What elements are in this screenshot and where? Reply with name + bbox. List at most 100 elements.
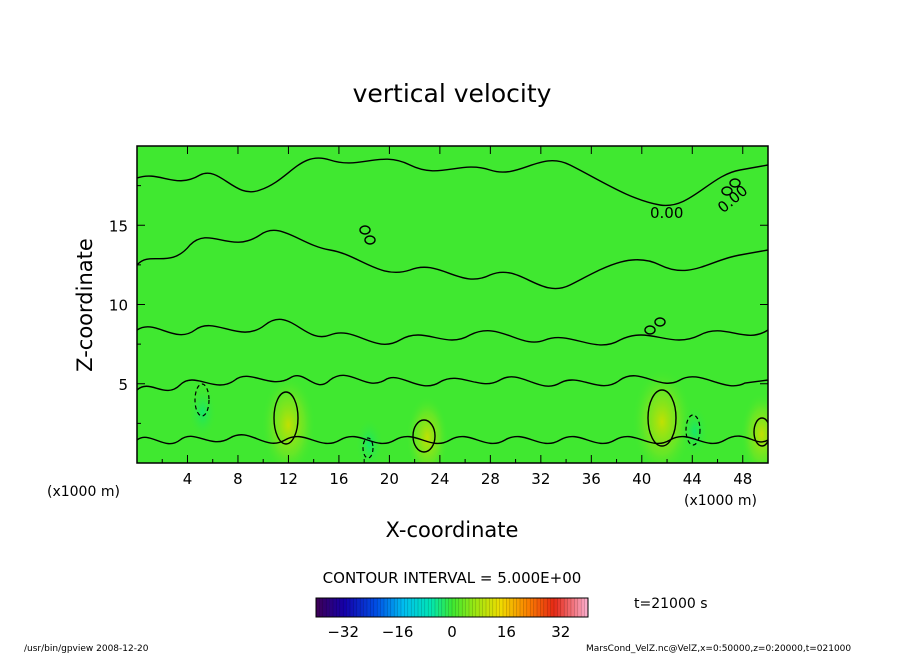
y-tick-label-15: 15: [109, 217, 128, 235]
x-unit-left: (x1000 m): [47, 484, 120, 500]
colorbar-swatch: [465, 598, 470, 617]
downdraft-cell-1: [355, 417, 384, 463]
colorbar-swatch: [482, 598, 487, 617]
colorbar-swatch: [356, 598, 361, 617]
colorbar-swatch: [343, 598, 347, 617]
colorbar-swatch: [533, 598, 538, 617]
colorbar-swatch: [418, 598, 422, 617]
colorbar-swatch: [475, 598, 480, 617]
colorbar-swatch: [329, 598, 334, 617]
colorbar-swatch: [560, 598, 565, 617]
colorbar-swatch: [520, 598, 524, 617]
x-tick-label-24: 24: [430, 470, 449, 488]
x-tick-label-48: 48: [733, 470, 752, 488]
colorbar-swatch: [346, 598, 351, 617]
colorbar-label-2: 0: [447, 623, 457, 641]
x-tick-label-40: 40: [632, 470, 651, 488]
footer-left: /usr/bin/gpview 2008-12-20: [24, 644, 149, 654]
colorbar-swatch: [577, 598, 582, 617]
colorbar-swatch: [452, 598, 456, 617]
colorbar-swatch: [554, 598, 558, 617]
colorbar-swatch: [428, 598, 432, 617]
colorbar-swatch: [431, 598, 436, 617]
colorbar-swatch: [353, 598, 358, 617]
x-unit-right: (x1000 m): [684, 493, 757, 509]
colorbar-swatch: [557, 598, 562, 617]
colorbar-swatch: [530, 598, 534, 617]
x-tick-label-36: 36: [582, 470, 601, 488]
colorbar-swatch: [316, 598, 320, 617]
y-tick-label-10: 10: [109, 297, 128, 315]
colorbar-swatch: [384, 598, 388, 617]
colorbar-swatch: [516, 598, 521, 617]
colorbar-swatch: [571, 598, 575, 617]
contour-lines: [137, 157, 768, 453]
colorbar-swatch: [333, 598, 337, 617]
colorbar-swatch: [424, 598, 429, 617]
colorbar-swatch: [489, 598, 494, 617]
colorbar-swatch: [567, 598, 572, 617]
colorbar-swatch: [370, 598, 375, 617]
contour-label-1: 0.00: [650, 204, 683, 222]
colorbar-label-4: 32: [551, 623, 570, 641]
x-axis: 4 8 12 16 20 24 28 32 36 40 44 48: [161, 146, 752, 488]
y-axis: 5 10 15: [109, 185, 768, 424]
colorbar-swatch: [319, 598, 324, 617]
colorbar-swatch: [581, 598, 585, 617]
colorbar-swatch: [438, 598, 443, 617]
colorbar-swatch: [503, 598, 507, 617]
colorbar-swatch: [496, 598, 500, 617]
colorbar-swatch: [513, 598, 517, 617]
colorbar-ticks: −32 −16 0 16 32: [327, 623, 570, 641]
colorbar-swatch: [363, 598, 368, 617]
colorbar-swatch: [373, 598, 378, 617]
colorbar-swatch: [509, 598, 514, 617]
colorbar-swatch: [367, 598, 371, 617]
colorbar-swatch: [407, 598, 412, 617]
x-tick-label-20: 20: [380, 470, 399, 488]
downdraft-cell-0: [188, 386, 217, 439]
colorbar-label-3: 16: [497, 623, 516, 641]
colorbar-swatch: [441, 598, 446, 617]
colorbar-swatch: [462, 598, 466, 617]
colorbar-swatch: [479, 598, 483, 617]
colorbar-swatch: [526, 598, 531, 617]
downdraft-cell-2: [680, 405, 709, 458]
colorbar-swatch: [326, 598, 330, 617]
colorbar-swatch: [574, 598, 579, 617]
colorbar-swatch: [411, 598, 415, 617]
x-axis-label: X-coordinate: [386, 518, 519, 542]
colorbar-swatch: [339, 598, 344, 617]
x-tick-label-16: 16: [329, 470, 348, 488]
footer-right: MarsCond_VelZ.nc@VelZ,x=0:50000,z=0:2000…: [586, 644, 851, 654]
updraft-cell-0: [261, 374, 316, 463]
colorbar-swatch: [448, 598, 453, 617]
contour-interval: CONTOUR INTERVAL = 5.000E+00: [323, 569, 582, 587]
colorbar-swatch: [458, 598, 463, 617]
colorbar-swatch: [336, 598, 341, 617]
colorbar-swatch: [537, 598, 541, 617]
colorbar-swatch: [380, 598, 385, 617]
colorbar-swatch: [401, 598, 405, 617]
chart-title: vertical velocity: [353, 79, 552, 108]
colorbar-swatch: [435, 598, 439, 617]
colorbar-swatch: [390, 598, 395, 617]
colorbar-swatch: [360, 598, 364, 617]
colorbar-swatch: [584, 598, 589, 617]
colorbar-frame: [315, 597, 589, 618]
colorbar-swatch: [540, 598, 545, 617]
colorbar-swatch: [377, 598, 381, 617]
x-tick-label-4: 4: [183, 470, 193, 488]
colorbar-swatch: [350, 598, 354, 617]
y-tick-label-5: 5: [118, 376, 128, 394]
negative-contours: [194, 383, 701, 459]
colorbar-swatch: [472, 598, 477, 617]
colorbar-swatch: [322, 598, 327, 617]
heatmap-field: [137, 146, 768, 463]
colorbar: [315, 598, 589, 617]
colorbar-swatch: [550, 598, 555, 617]
x-tick-label-32: 32: [531, 470, 550, 488]
updraft-cell-2: [632, 367, 692, 463]
colorbar-swatch: [547, 598, 551, 617]
